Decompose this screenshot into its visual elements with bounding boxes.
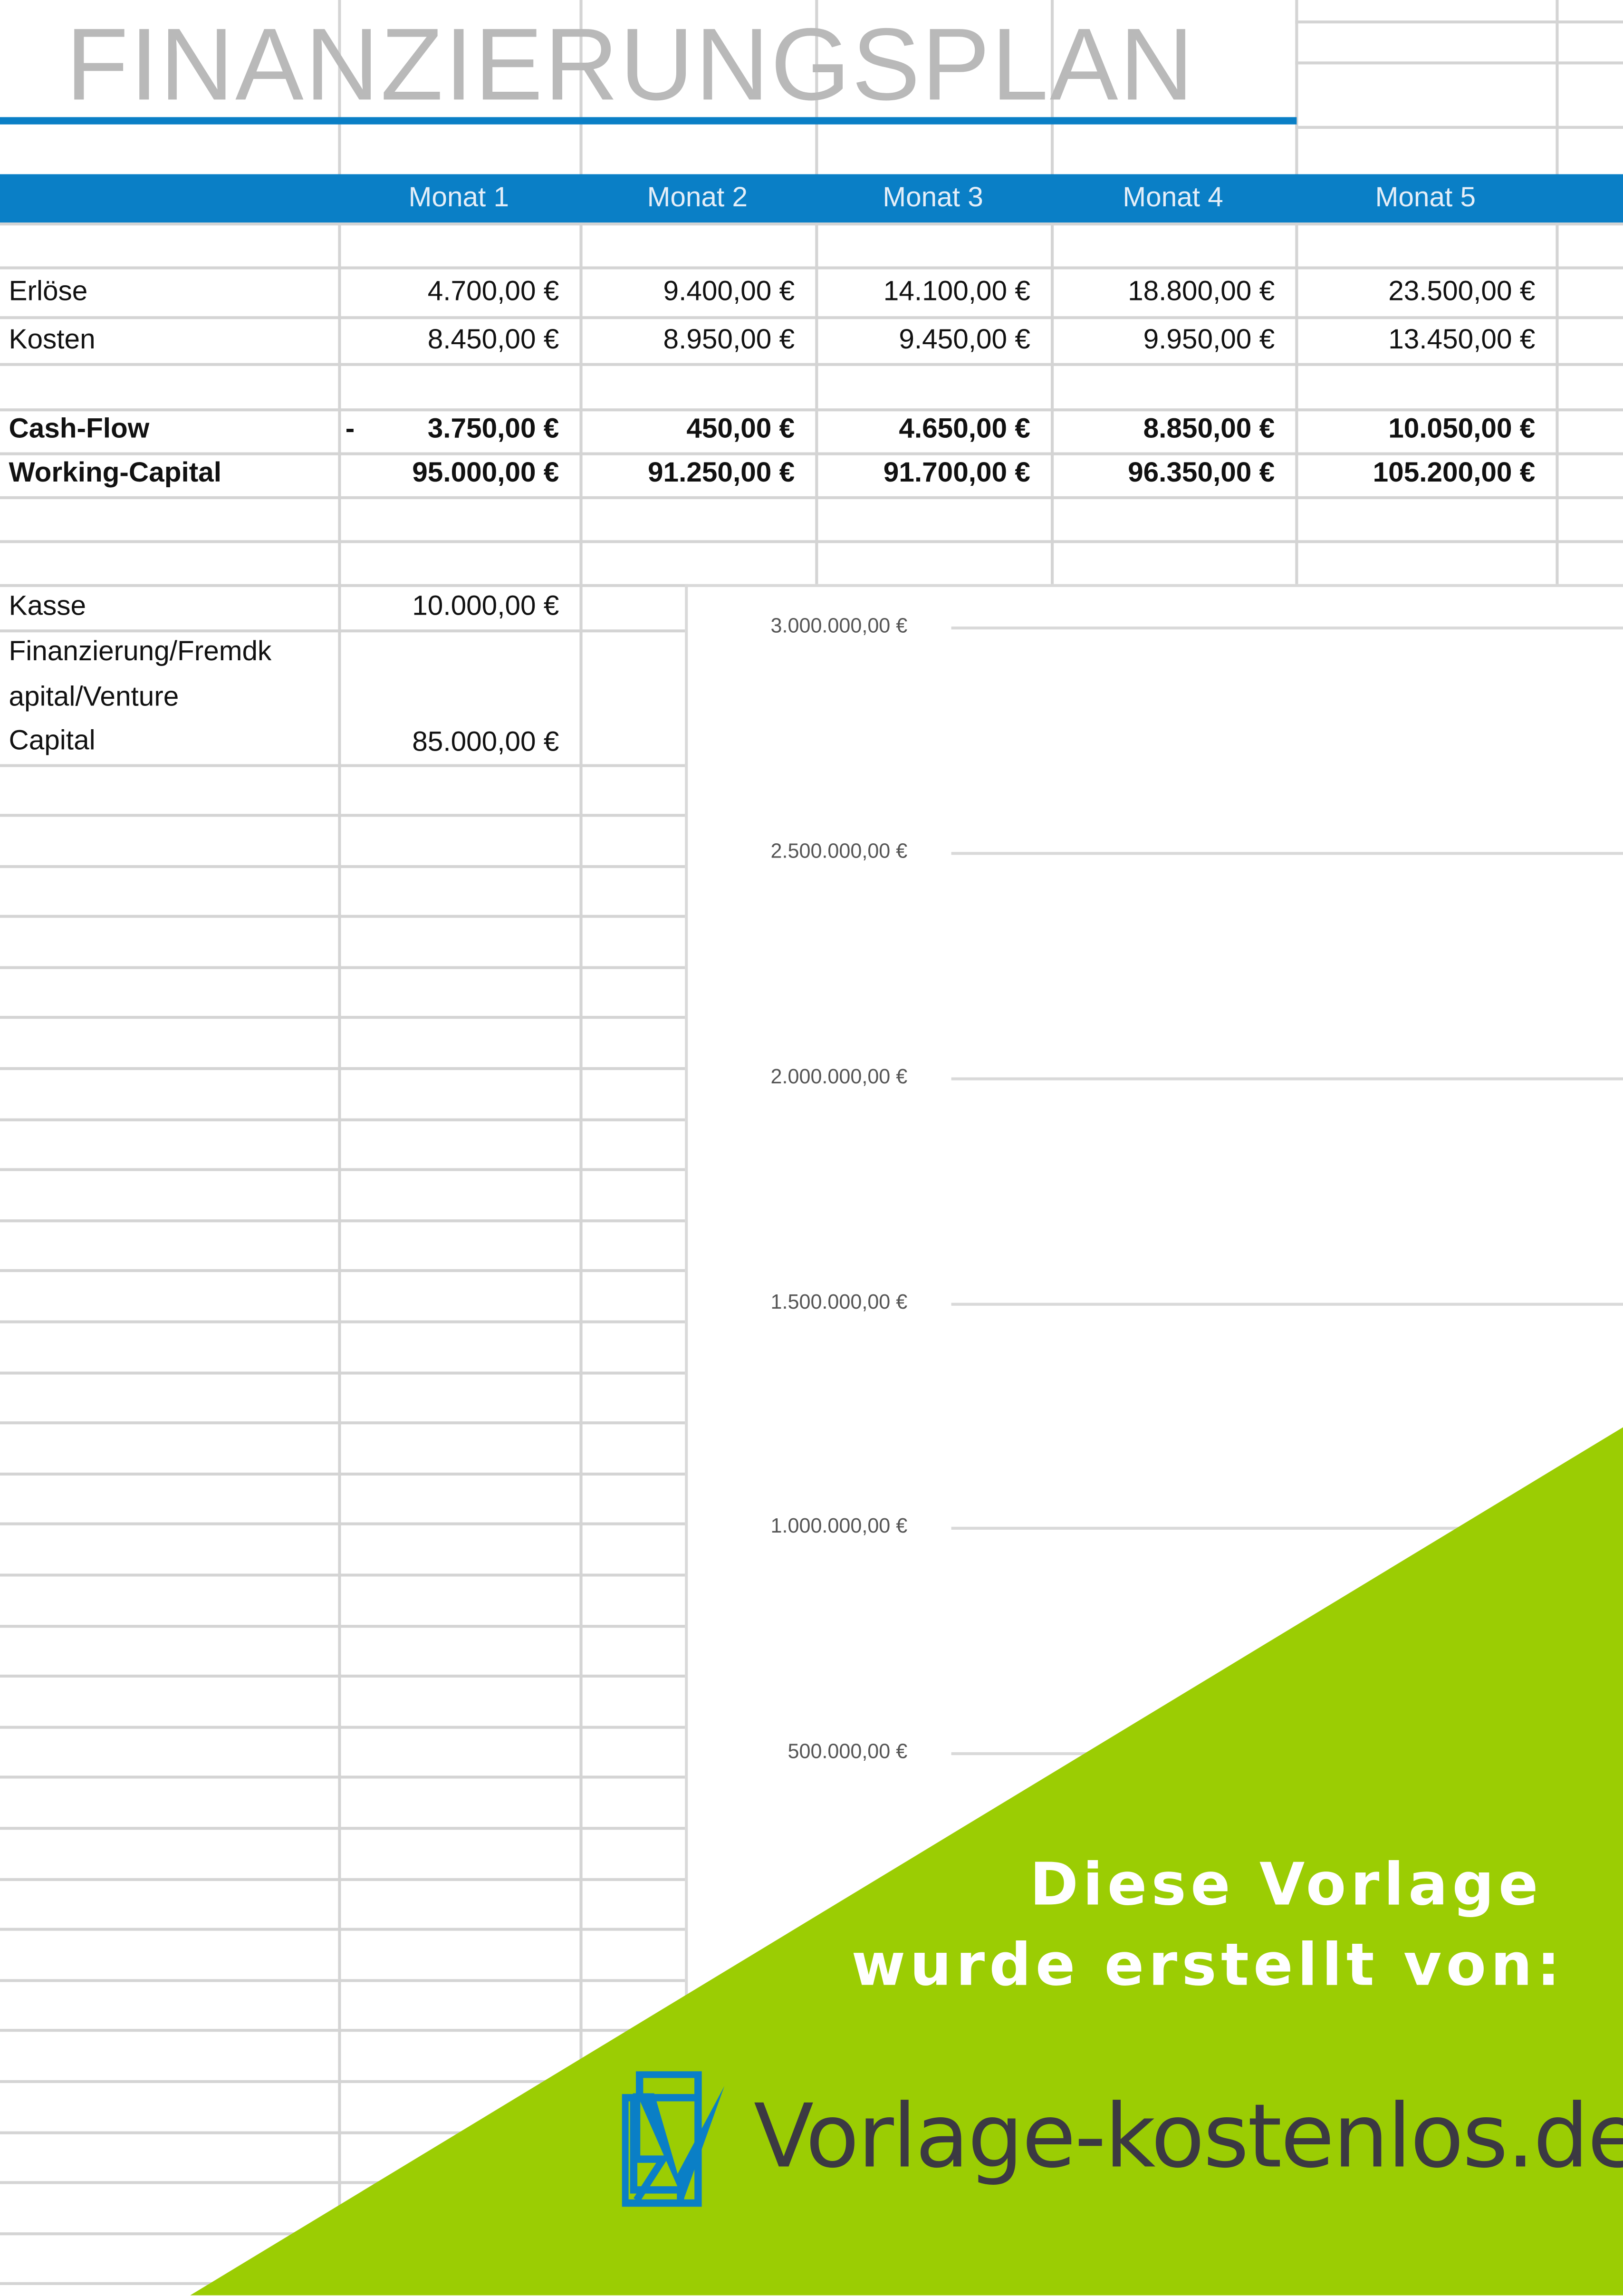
row-label-financing-line-2[interactable]: apital/Venture [9, 682, 179, 713]
gridline [951, 1077, 1623, 1080]
cell-working-capital-m3[interactable]: 91.700,00 € [883, 458, 1030, 489]
y-tick-label: 1.500.000,00 € [770, 1289, 908, 1313]
cell-erloese-m1[interactable]: 4.700,00 € [427, 277, 559, 308]
row-divider [1295, 20, 1623, 24]
cell-kosten-m1[interactable]: 8.450,00 € [427, 325, 559, 356]
row-label-financing-line-3[interactable]: Capital [9, 726, 96, 757]
row-label-financing-line-1[interactable]: Finanzierung/Fremdk [9, 637, 272, 668]
row-label-kasse[interactable]: Kasse [9, 591, 86, 622]
y-tick-label: 2.000.000,00 € [770, 1064, 908, 1088]
row-label-kosten[interactable]: Kosten [9, 325, 96, 356]
y-tick-label: 1.000.000,00 € [770, 1514, 908, 1537]
gridline [951, 626, 1623, 630]
document-checkmark-icon [622, 2071, 725, 2207]
row-label-erloese[interactable]: Erlöse [9, 277, 88, 308]
page-title: FINANZIERUNGSPLAN [66, 7, 1195, 122]
column-header-month-2[interactable]: Monat 2 [647, 183, 748, 214]
site-logo-text[interactable]: Vorlage-kostenlos.de [753, 2086, 1623, 2189]
column-divider [338, 0, 341, 2296]
cell-cash-flow-m5[interactable]: 10.050,00 € [1388, 414, 1536, 445]
row-divider [0, 452, 1623, 455]
row-divider [0, 316, 1623, 319]
row-divider [0, 222, 1623, 226]
cell-working-capital-m5[interactable]: 105.200,00 € [1373, 458, 1536, 489]
header-row [0, 174, 1623, 223]
cell-kosten-m2[interactable]: 8.950,00 € [663, 325, 795, 356]
cell-cash-flow-m2[interactable]: 450,00 € [686, 414, 795, 445]
cell-erloese-m3[interactable]: 14.100,00 € [883, 277, 1030, 308]
row-label-cash-flow[interactable]: Cash-Flow [9, 414, 150, 445]
gridline [951, 1526, 1623, 1530]
column-header-month-4[interactable]: Monat 4 [1123, 183, 1223, 214]
y-tick-label: 2.500.000,00 € [770, 839, 908, 862]
promo-line-2: wurde erstellt von: [851, 1932, 1565, 2000]
promo-line-1: Diese Vorlage [1029, 1852, 1543, 1920]
cell-cash-flow-m3[interactable]: 4.650,00 € [899, 414, 1030, 445]
cell-cash-flow-m1[interactable]: 3.750,00 € [427, 414, 559, 445]
cell-working-capital-m2[interactable]: 91.250,00 € [648, 458, 795, 489]
column-header-month-3[interactable]: Monat 3 [883, 183, 983, 214]
cell-kosten-m5[interactable]: 13.450,00 € [1388, 325, 1536, 356]
row-divider [0, 540, 1623, 543]
row-divider [0, 408, 1623, 412]
row-label-working-capital[interactable]: Working-Capital [9, 458, 221, 489]
cell-erloese-m5[interactable]: 23.500,00 € [1388, 277, 1536, 308]
row-divider [0, 496, 1623, 500]
cell-cash-flow-m4[interactable]: 8.850,00 € [1143, 414, 1275, 445]
column-header-month-5[interactable]: Monat 5 [1375, 183, 1476, 214]
column-divider [579, 0, 583, 2296]
cell-erloese-m4[interactable]: 18.800,00 € [1128, 277, 1275, 308]
y-tick-label: 500.000,00 € [787, 1739, 908, 1763]
y-tick-label: 3.000.000,00 € [770, 613, 908, 637]
row-divider [0, 363, 1623, 366]
gridline [951, 1302, 1623, 1306]
cell-working-capital-m4[interactable]: 96.350,00 € [1128, 458, 1275, 489]
cell-kosten-m4[interactable]: 9.950,00 € [1143, 325, 1275, 356]
cell-working-capital-m1[interactable]: 95.000,00 € [412, 458, 559, 489]
row-divider [1295, 61, 1623, 65]
title-underline [0, 117, 1297, 125]
gridline [951, 852, 1623, 855]
cell-kosten-m3[interactable]: 9.450,00 € [899, 325, 1030, 356]
column-header-month-1[interactable]: Monat 1 [408, 183, 509, 214]
cell-kasse-value[interactable]: 10.000,00 € [412, 591, 559, 622]
cell-financing-value[interactable]: 85.000,00 € [412, 727, 559, 759]
cash-flow-negative-sign: - [345, 414, 355, 445]
row-divider [0, 266, 1623, 270]
cell-erloese-m2[interactable]: 9.400,00 € [663, 277, 795, 308]
row-divider [1295, 125, 1623, 129]
